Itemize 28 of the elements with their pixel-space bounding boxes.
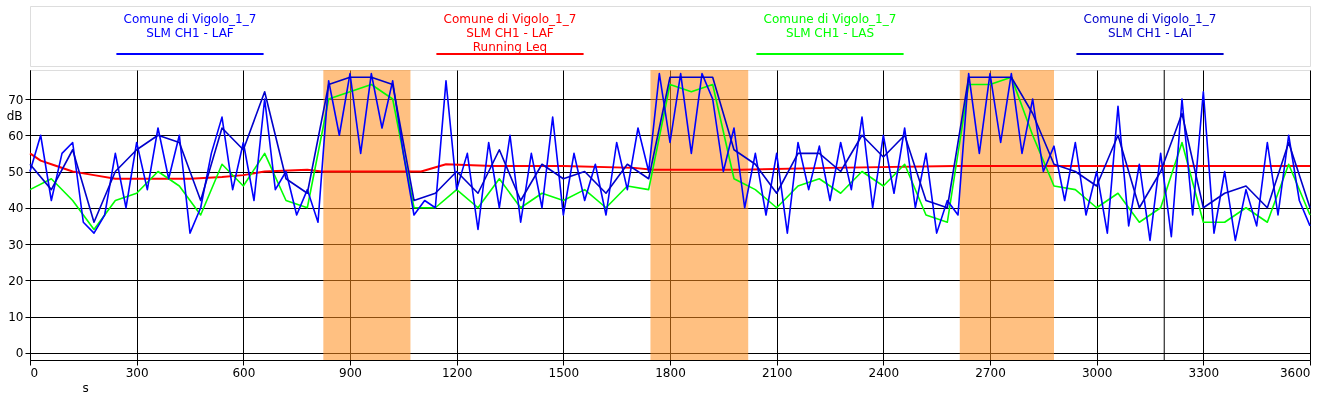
y-tick-label: 40 bbox=[8, 201, 24, 216]
y-tick-label: 10 bbox=[8, 310, 24, 324]
x-tick-label: 1500 bbox=[548, 365, 580, 380]
x-tick-label: 2700 bbox=[975, 365, 1006, 380]
y-tick-label: 60 bbox=[8, 128, 24, 143]
y-tick-label: 30 bbox=[8, 237, 24, 252]
x-tick-label: 1800 bbox=[655, 365, 686, 380]
text: Comune di Vigolo_1_7 SLM CH1 - LAI bbox=[1083, 12, 1217, 40]
line-series bbox=[29, 152, 1311, 180]
y-tick-label: 20 bbox=[8, 273, 24, 288]
x-tick-label: 1200 bbox=[441, 365, 473, 380]
text: Comune di Vigolo_1_7 SLM CH1 - LAS bbox=[763, 12, 897, 40]
x-tick-label: 3300 bbox=[1188, 365, 1220, 380]
y-tick-label: 50 bbox=[8, 165, 24, 179]
x-axis-title: s bbox=[82, 380, 89, 395]
x-tick-label: 900 bbox=[339, 365, 362, 380]
y-axis-title: dB bbox=[6, 108, 23, 123]
x-tick-label: 3600 bbox=[1279, 365, 1311, 380]
x-tick-label: 3000 bbox=[1081, 365, 1113, 380]
y-tick-label: 70 bbox=[8, 92, 24, 107]
text: Comune di Vigolo_1_7 SLM CH1 - LAF bbox=[123, 12, 257, 40]
x-tick-label: 2400 bbox=[868, 365, 900, 380]
x-tick-label: 0 bbox=[30, 365, 39, 380]
x-tick-label: 300 bbox=[125, 365, 149, 380]
y-tick-label: 0 bbox=[15, 346, 24, 361]
x-tick-label: 2100 bbox=[761, 365, 793, 380]
x-tick-label: 600 bbox=[232, 365, 256, 380]
text: Comune di Vigolo_1_7 SLM CH1 - LAF Running Leq bbox=[443, 12, 577, 54]
